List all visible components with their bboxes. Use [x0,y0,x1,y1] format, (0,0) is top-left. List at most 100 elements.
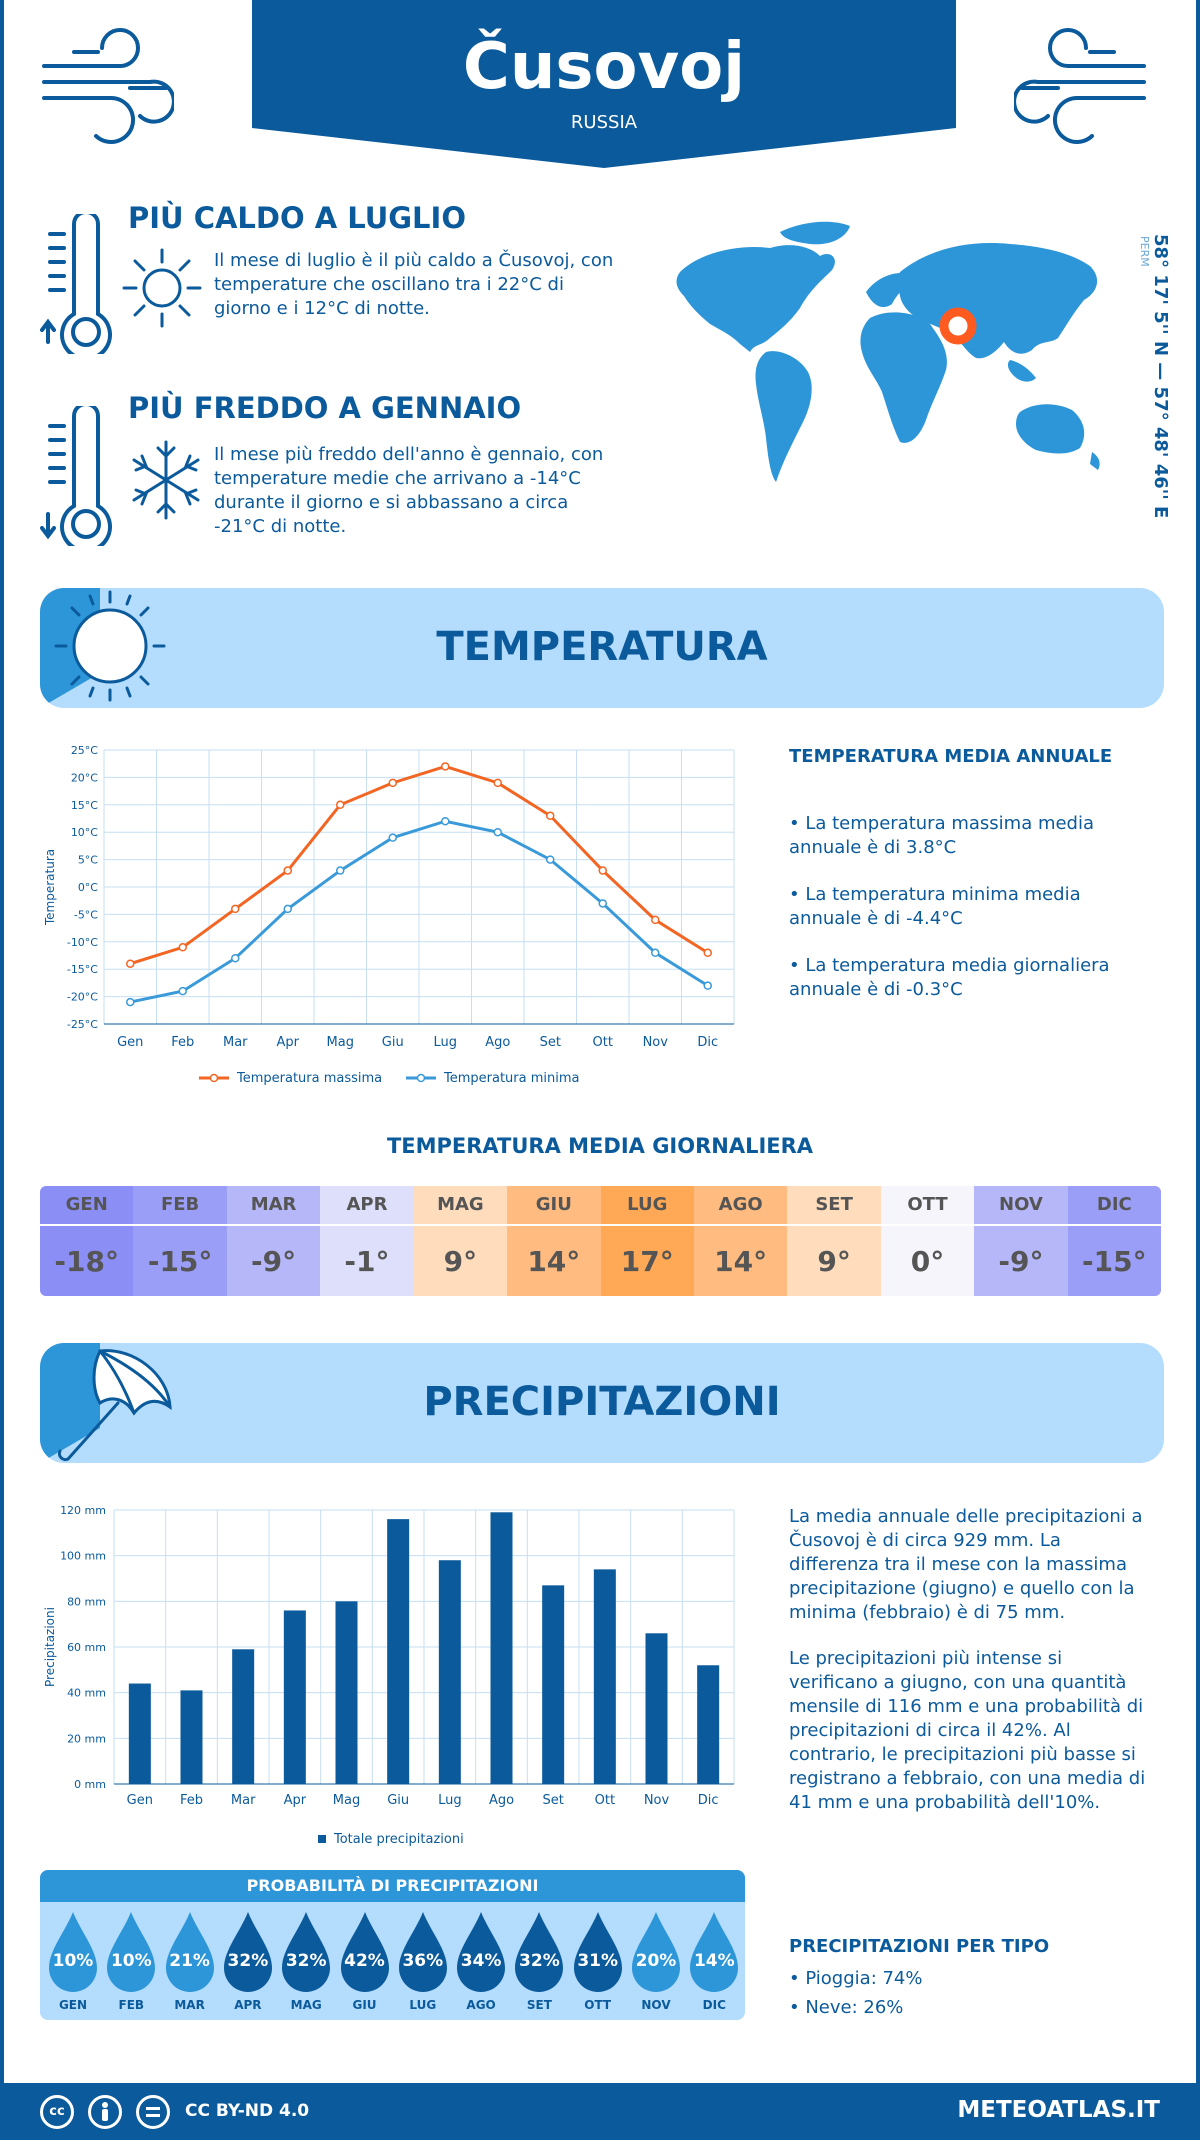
data-point [126,997,135,1007]
world-map [676,221,1100,482]
y-tick-label: 0°C [78,881,98,894]
data-point [651,915,660,925]
precip-probability-value: 32% [227,1951,269,1971]
temperature-title: TEMPERATURA [436,624,768,670]
y-tick-label: -20°C [67,991,98,1004]
raindrop-icon [223,1912,272,1992]
x-tick-label: Ago [489,1793,514,1808]
bar [593,1569,616,1784]
precip-probability-item: 32% SET [510,1910,568,2020]
temp-month-label: APR [320,1186,414,1224]
bar [490,1512,513,1784]
data-point [598,899,607,908]
thermometer-cold-icon [40,406,112,546]
daily-temp-heading: TEMPERATURA MEDIA GIORNALIERA [386,1134,814,1158]
temp-month-label: MAG [413,1186,508,1224]
precip-probability-month: GEN [58,1998,88,2012]
hottest-text: Il mese di luglio è il più caldo a Čusov… [214,250,614,319]
y-tick-label: 100 mm [60,1550,106,1563]
precip-probability-month: NOV [641,1998,671,2012]
legend-label: Temperatura massima [236,1071,382,1086]
x-tick-label: Mag [327,1035,354,1050]
location-marker [939,307,977,345]
coldest-text: Il mese più freddo dell'anno è gennaio, … [214,444,604,537]
data-point [441,762,450,771]
x-tick-label: Nov [643,1035,669,1050]
legend-marker [209,1073,219,1083]
hottest-title: PIÙ CALDO A LUGLIO [128,201,466,235]
x-tick-label: Giu [387,1793,409,1808]
data-point [493,827,502,837]
x-tick-label: Set [542,1793,563,1808]
series-line [129,819,709,1004]
precip-probability-item: 21% MAR [161,1910,219,2020]
precip-probability-value: 10% [52,1951,94,1971]
daily-temp-table: GEN -18° FEB -15° MAR -9° APR -1° MAG 9° GIU 14° LUG… [40,1186,1161,1296]
x-tick-label: Apr [277,1035,300,1050]
data-point [703,948,712,958]
header-banner: Čusovoj RUSSIA [252,0,956,168]
temp-month-label: FEB [133,1186,227,1224]
x-tick-label: Dic [698,1793,719,1808]
temp-column: DIC -15° [1067,1186,1161,1296]
precip-probability-month: OTT [584,1998,612,2012]
temp-value: -15° [1067,1224,1161,1296]
x-tick-label: Dic [697,1035,718,1050]
y-tick-label: -15°C [67,963,98,976]
temp-column: NOV -9° [974,1186,1068,1296]
temp-column: FEB -15° [133,1186,227,1296]
temp-column: GEN -18° [40,1186,134,1296]
precip-text-1: La media annuale delle precipitazioni a … [789,1506,1143,1623]
precip-text-2: Le precipitazioni più intense si verific… [789,1648,1146,1813]
coldest-title: PIÙ FREDDO A GENNAIO [128,391,522,425]
temp-value: 17° [600,1224,694,1296]
bar [387,1519,410,1784]
page: Čusovoj RUSSIA PIÙ CALDO A LUGLIO Il mes… [4,0,1196,2083]
precip-probability-month: GIU [352,1998,377,2012]
temp-month-label: OTT [880,1186,975,1224]
bar [697,1665,720,1784]
snowflake-icon [132,440,200,520]
data-point [178,986,187,996]
data-point [388,833,397,842]
temp-column: OTT 0° [880,1186,975,1296]
license-label: CC BY-ND 4.0 [185,2101,310,2121]
x-tick-label: Ott [593,1035,613,1050]
data-point [546,811,555,821]
temperature-banner: TEMPERATURA [40,588,1164,708]
x-tick-label: Feb [171,1035,194,1050]
precip-probability-item: 34% AGO [452,1910,510,2020]
temp-value: -18° [40,1224,134,1296]
annual-temp-item: • La temperatura massima media annuale è… [789,813,1095,858]
precip-probability-month: MAG [290,1998,322,2012]
y-tick-label: -5°C [74,908,98,921]
precip-probability-item: 20% NOV [627,1910,685,2020]
site-link[interactable]: METEOATLAS.IT [957,2097,1160,2123]
precip-probability-value: 14% [693,1951,735,1971]
raindrop-icon [107,1912,156,1992]
temp-month-label: DIC [1067,1186,1161,1224]
data-point [336,800,345,810]
temp-value: -9° [226,1224,321,1296]
data-point [703,981,712,990]
temp-month-label: GIU [507,1186,601,1224]
raindrop-icon [165,1912,214,1992]
bar [438,1560,461,1784]
data-point [283,866,292,875]
precip-probability-month: LUG [409,1998,437,2012]
precip-probability-item: 10% FEB [102,1910,160,2020]
data-point [126,959,135,968]
precip-probability-month: FEB [118,1998,145,2012]
temp-value: -15° [133,1224,227,1296]
raindrop-icon [515,1912,564,1992]
data-point [231,953,240,963]
data-point [336,866,345,875]
y-tick-label: 120 mm [60,1504,106,1517]
raindrop-icon [398,1912,447,1992]
raindrop-icon [49,1912,97,1992]
data-point [178,943,187,952]
precip-probability-month: DIC [702,1998,726,2012]
temp-value: 9° [787,1224,881,1296]
precip-probability-item: 31% OTT [569,1910,627,2020]
precip-probability-title: PROBABILITÀ DI PRECIPITAZIONI [40,1870,745,1902]
